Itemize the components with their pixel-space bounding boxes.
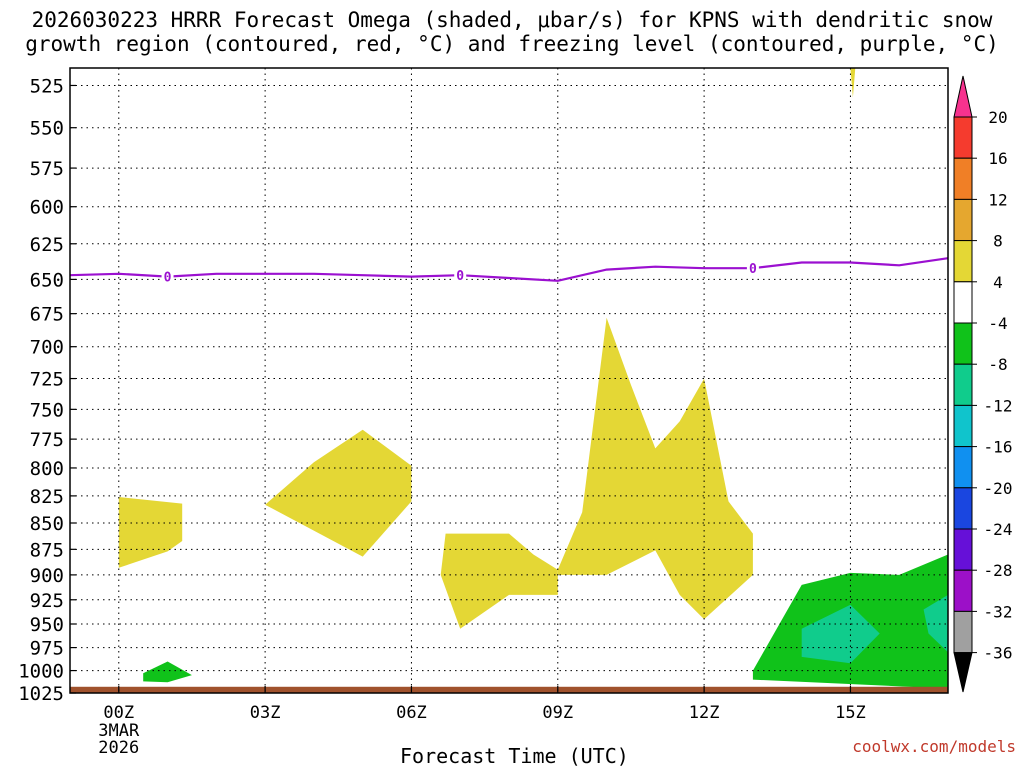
y-tick-label-850: 850 <box>30 513 64 535</box>
colorbar-label-0: 20 <box>988 108 1007 127</box>
y-tick-label-900: 900 <box>30 565 64 587</box>
colorbar-bin-9 <box>953 446 973 489</box>
colorbar-bin-13 <box>953 610 973 654</box>
colorbar-bin-3 <box>953 198 973 242</box>
y-tick-label-550: 550 <box>30 118 64 140</box>
colorbar-label-2: 12 <box>988 190 1007 209</box>
x-tick-label-00Z: 00Z <box>103 703 134 723</box>
y-tick-label-825: 825 <box>30 486 64 508</box>
colorbar-bin-6 <box>953 322 973 365</box>
y-tick-label-1000: 1000 <box>18 661 64 683</box>
colorbar-bin-5 <box>953 281 973 324</box>
colorbar-label-6: -8 <box>988 355 1007 374</box>
y-tick-label-700: 700 <box>30 337 64 359</box>
y-tick-label-675: 675 <box>30 304 64 326</box>
colorbar-bottom-arrow <box>953 652 973 693</box>
omega-region-0 <box>118 497 183 568</box>
colorbar-label-1: 16 <box>988 149 1007 168</box>
omega-region-7 <box>923 594 948 653</box>
y-tick-label-975: 975 <box>30 638 64 660</box>
colorbar-bin-10 <box>953 487 973 530</box>
freezing-label-bg-1 <box>454 267 467 283</box>
y-tick-label-800: 800 <box>30 458 64 480</box>
freezing-level-label-1: 0 <box>456 269 464 284</box>
credit-text: coolwx.com/models <box>852 737 1016 756</box>
y-tick-label-650: 650 <box>30 269 64 291</box>
title-line-2: growth region (contoured, red, °C) and f… <box>25 32 999 56</box>
omega-region-6 <box>801 604 880 664</box>
colorbar-bin-11 <box>953 528 973 571</box>
freezing-label-bg-2 <box>746 260 759 276</box>
colorbar-label-4: 4 <box>993 273 1003 292</box>
omega-region-4 <box>143 661 192 683</box>
x-tick-label-03Z: 03Z <box>250 703 281 723</box>
colorbar-label-10: -24 <box>984 520 1013 539</box>
colorbar-label-8: -16 <box>984 438 1013 457</box>
x-tick-label-09Z: 09Z <box>542 703 573 723</box>
freezing-level-line <box>69 257 949 282</box>
freezing-level-label-0: 0 <box>164 271 172 286</box>
x-tick-label-12Z: 12Z <box>689 703 720 723</box>
omega-region-2 <box>440 533 558 629</box>
colorbar-bin-12 <box>953 569 973 612</box>
x-axis-label: Forecast Time (UTC) <box>400 744 629 768</box>
y-tick-label-875: 875 <box>30 539 64 561</box>
colorbar-top-arrow <box>953 75 973 118</box>
colorbar-bin-1 <box>953 116 973 159</box>
y-tick-label-1025: 1025 <box>18 683 64 705</box>
x-date-label-1: 2026 <box>98 738 139 758</box>
omega-region-8 <box>850 68 856 98</box>
colorbar-bin-8 <box>953 404 973 448</box>
x-date-label-0: 3MAR <box>98 721 140 741</box>
y-tick-label-625: 625 <box>30 234 64 256</box>
surface-band <box>70 686 948 693</box>
omega-region-1 <box>265 429 412 557</box>
y-tick-label-750: 750 <box>30 399 64 421</box>
colorbar-label-3: 8 <box>993 232 1003 251</box>
y-tick-label-925: 925 <box>30 590 64 612</box>
x-tick-label-15Z: 15Z <box>835 703 866 723</box>
colorbar-label-9: -20 <box>984 479 1013 498</box>
colorbar-label-12: -32 <box>984 602 1013 621</box>
y-tick-label-775: 775 <box>30 429 64 451</box>
x-tick-label-06Z: 06Z <box>396 703 427 723</box>
y-tick-label-525: 525 <box>30 75 64 97</box>
y-tick-label-575: 575 <box>30 158 64 180</box>
chart-title: 2026030223 HRRR Forecast Omega (shaded, … <box>0 8 1024 56</box>
colorbar-bin-7 <box>953 363 973 406</box>
colorbar-label-11: -28 <box>984 561 1013 580</box>
y-tick-label-725: 725 <box>30 369 64 391</box>
plot-frame <box>69 67 949 694</box>
colorbar-bin-4 <box>953 240 973 283</box>
colorbar-label-13: -36 <box>984 644 1013 663</box>
colorbar-label-7: -12 <box>984 396 1013 415</box>
y-tick-label-950: 950 <box>30 614 64 636</box>
colorbar-label-5: -4 <box>988 314 1007 333</box>
colorbar-bin-2 <box>953 157 973 200</box>
freezing-level-label-2: 0 <box>749 262 757 277</box>
y-tick-label-600: 600 <box>30 197 64 219</box>
title-line-1: 2026030223 HRRR Forecast Omega (shaded, … <box>31 8 993 32</box>
freezing-label-bg-0 <box>161 268 174 284</box>
